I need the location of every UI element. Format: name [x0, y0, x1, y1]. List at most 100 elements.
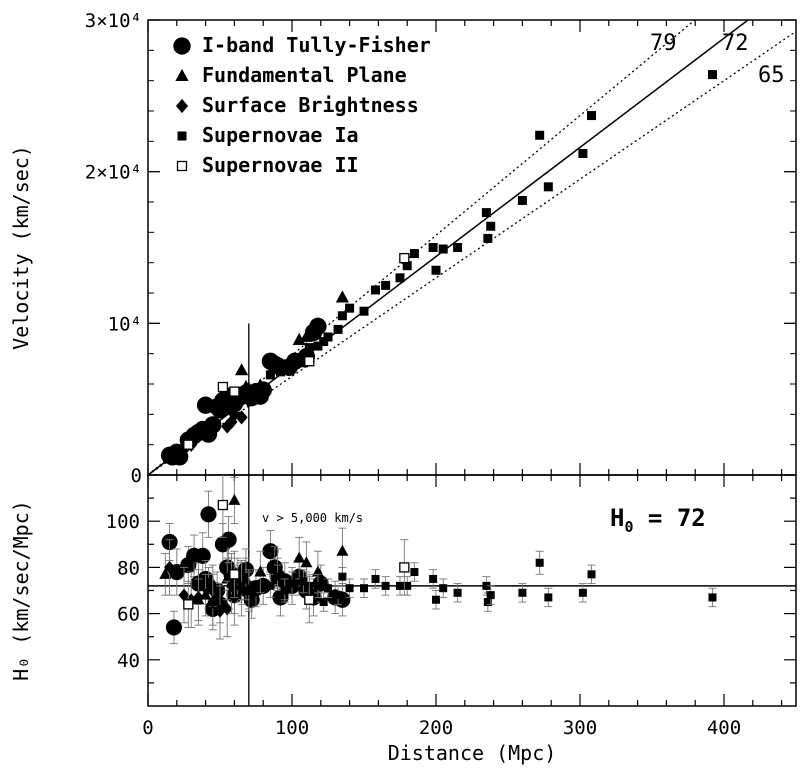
point-square	[453, 243, 463, 252]
point-square	[518, 588, 527, 597]
top-plot-frame	[147, 19, 797, 476]
point-square	[535, 558, 544, 567]
point-square	[453, 588, 462, 597]
point-square	[429, 574, 438, 583]
legend-marker-circle	[173, 37, 191, 55]
bottom-x-ticks: 0 100 200 300 400	[142, 475, 783, 739]
point-square	[359, 306, 369, 316]
line-label-72: 72	[722, 31, 749, 56]
legend-label: Fundamental Plane	[202, 63, 407, 87]
y-axis-label-velocity: Velocity (km/sec)	[9, 145, 33, 350]
legend: I-band Tully-Fisher Fundamental Plane Surf…	[173, 33, 431, 177]
h0-label-subscript: 0	[624, 518, 633, 536]
point-open-square	[399, 252, 410, 264]
point-square	[313, 341, 323, 351]
point-open-square	[304, 594, 315, 605]
legend-label: Supernovae II	[202, 153, 359, 177]
point-square	[381, 581, 390, 590]
point-triangle	[311, 317, 325, 330]
top-y-tick-label: 0	[131, 465, 142, 487]
point-square	[402, 261, 412, 271]
point-triangle	[159, 567, 172, 579]
point-square	[360, 584, 368, 593]
h0-value-label: H0 = 72	[610, 504, 706, 536]
bottom-y-tick-label: 100	[106, 511, 140, 533]
point-square	[578, 588, 587, 597]
point-square	[439, 584, 448, 593]
point-triangle	[235, 363, 249, 376]
point-square	[587, 570, 596, 579]
point-square	[319, 598, 328, 607]
point-square	[333, 324, 343, 334]
bottom-x-tick-label: 0	[142, 717, 153, 739]
point-square	[280, 586, 289, 595]
point-square	[544, 593, 553, 602]
point-square	[265, 370, 275, 380]
bottom-y-tick-label: 60	[117, 604, 140, 626]
top-y-tick-label: 3×10⁴	[85, 10, 142, 32]
point-square	[482, 581, 491, 590]
point-square	[337, 311, 347, 321]
point-open-square	[217, 381, 229, 393]
point-square	[438, 244, 448, 254]
point-square	[486, 221, 496, 231]
point-square	[371, 574, 380, 583]
point-square	[396, 581, 404, 590]
point-open-square	[304, 356, 315, 367]
point-square	[345, 303, 355, 313]
bottom-x-tick-label: 400	[707, 717, 741, 739]
legend-marker-triangle	[175, 68, 189, 81]
point-open-square	[183, 599, 194, 610]
point-triangle	[336, 544, 349, 556]
legend-marker-square	[177, 131, 187, 141]
point-square	[483, 598, 492, 607]
point-circle	[262, 543, 279, 560]
point-triangle	[292, 332, 306, 345]
point-diamond	[206, 422, 219, 437]
point-open-square	[217, 499, 229, 511]
point-square	[432, 595, 440, 604]
point-square	[323, 332, 333, 342]
point-diamond	[221, 419, 234, 434]
point-square	[288, 579, 296, 588]
top-y-tick-label: 2×10⁴	[85, 162, 142, 184]
point-triangle	[242, 381, 256, 394]
line-label-79: 79	[650, 31, 677, 56]
point-triangle	[300, 556, 313, 568]
point-square	[304, 343, 314, 353]
point-square	[409, 249, 419, 259]
point-square	[535, 130, 545, 140]
point-diamond	[170, 446, 183, 461]
legend-label: Supernovae Ia	[202, 123, 359, 147]
point-diamond	[192, 590, 204, 604]
bottom-x-tick-label: 300	[563, 717, 597, 739]
point-square	[319, 337, 329, 347]
point-diamond	[236, 581, 248, 595]
point-square	[431, 265, 441, 275]
point-triangle	[221, 572, 234, 584]
point-square	[381, 280, 391, 290]
point-triangle	[299, 329, 313, 342]
point-diamond	[164, 560, 176, 574]
point-diamond	[199, 425, 212, 440]
point-diamond	[235, 410, 248, 425]
point-triangle	[228, 493, 241, 505]
point-diamond	[221, 602, 233, 616]
point-square	[481, 208, 491, 218]
point-square	[287, 362, 297, 372]
legend-marker-diamond	[175, 98, 189, 114]
point-square	[313, 581, 322, 590]
point-square	[334, 591, 343, 600]
point-open-square	[229, 386, 240, 397]
point-square	[324, 584, 332, 593]
point-square	[275, 367, 285, 377]
legend-label: I-band Tully-Fisher	[202, 33, 431, 57]
point-triangle	[227, 392, 241, 405]
point-square	[708, 593, 717, 602]
point-square	[280, 359, 290, 369]
point-square	[273, 572, 282, 581]
point-square	[410, 568, 419, 577]
point-triangle	[253, 378, 267, 391]
point-triangle	[242, 584, 255, 595]
